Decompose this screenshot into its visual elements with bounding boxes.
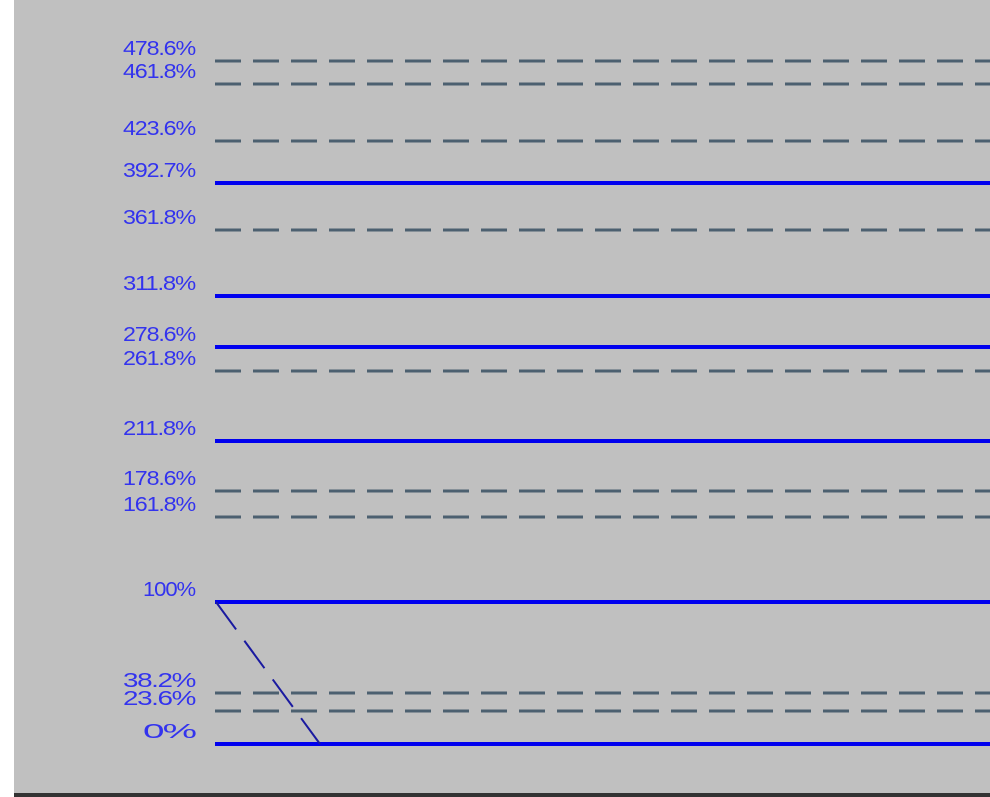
level-label-23-6pct: 23.6% [123,688,197,710]
level-label-100pct: 100% [143,579,196,601]
frame-bottom-border [14,793,990,797]
level-label-211-8pct: 211.8% [123,418,196,440]
level-label-478-6pct: 478.6% [123,38,196,60]
level-label-38-2pct: 38.2% [123,670,197,692]
level-label-423-6pct: 423.6% [123,118,196,140]
level-lines [215,59,990,746]
level-labels: 478.6%461.8% 423.6% 392.7% 361.8% 311.8% 278.… [123,38,198,743]
trendline [215,601,321,745]
level-label-261-8pct: 261.8% [123,348,196,370]
level-label-278-6pct: 278.6% [123,324,196,346]
trendline-layer [215,601,321,745]
level-label-461-8pct: 461.8% [123,61,196,83]
level-label-361-8pct: 361.8% [123,207,196,229]
level-label-0pct: 0% [143,721,197,743]
level-label-161-8pct: 161.8% [123,494,196,516]
level-label-311-8pct: 311.8% [123,273,196,295]
frame-left-border [0,0,14,797]
level-label-392-7pct: 392.7% [123,160,196,182]
plot-background [14,0,990,793]
level-label-178-6pct: 178.6% [123,468,196,490]
